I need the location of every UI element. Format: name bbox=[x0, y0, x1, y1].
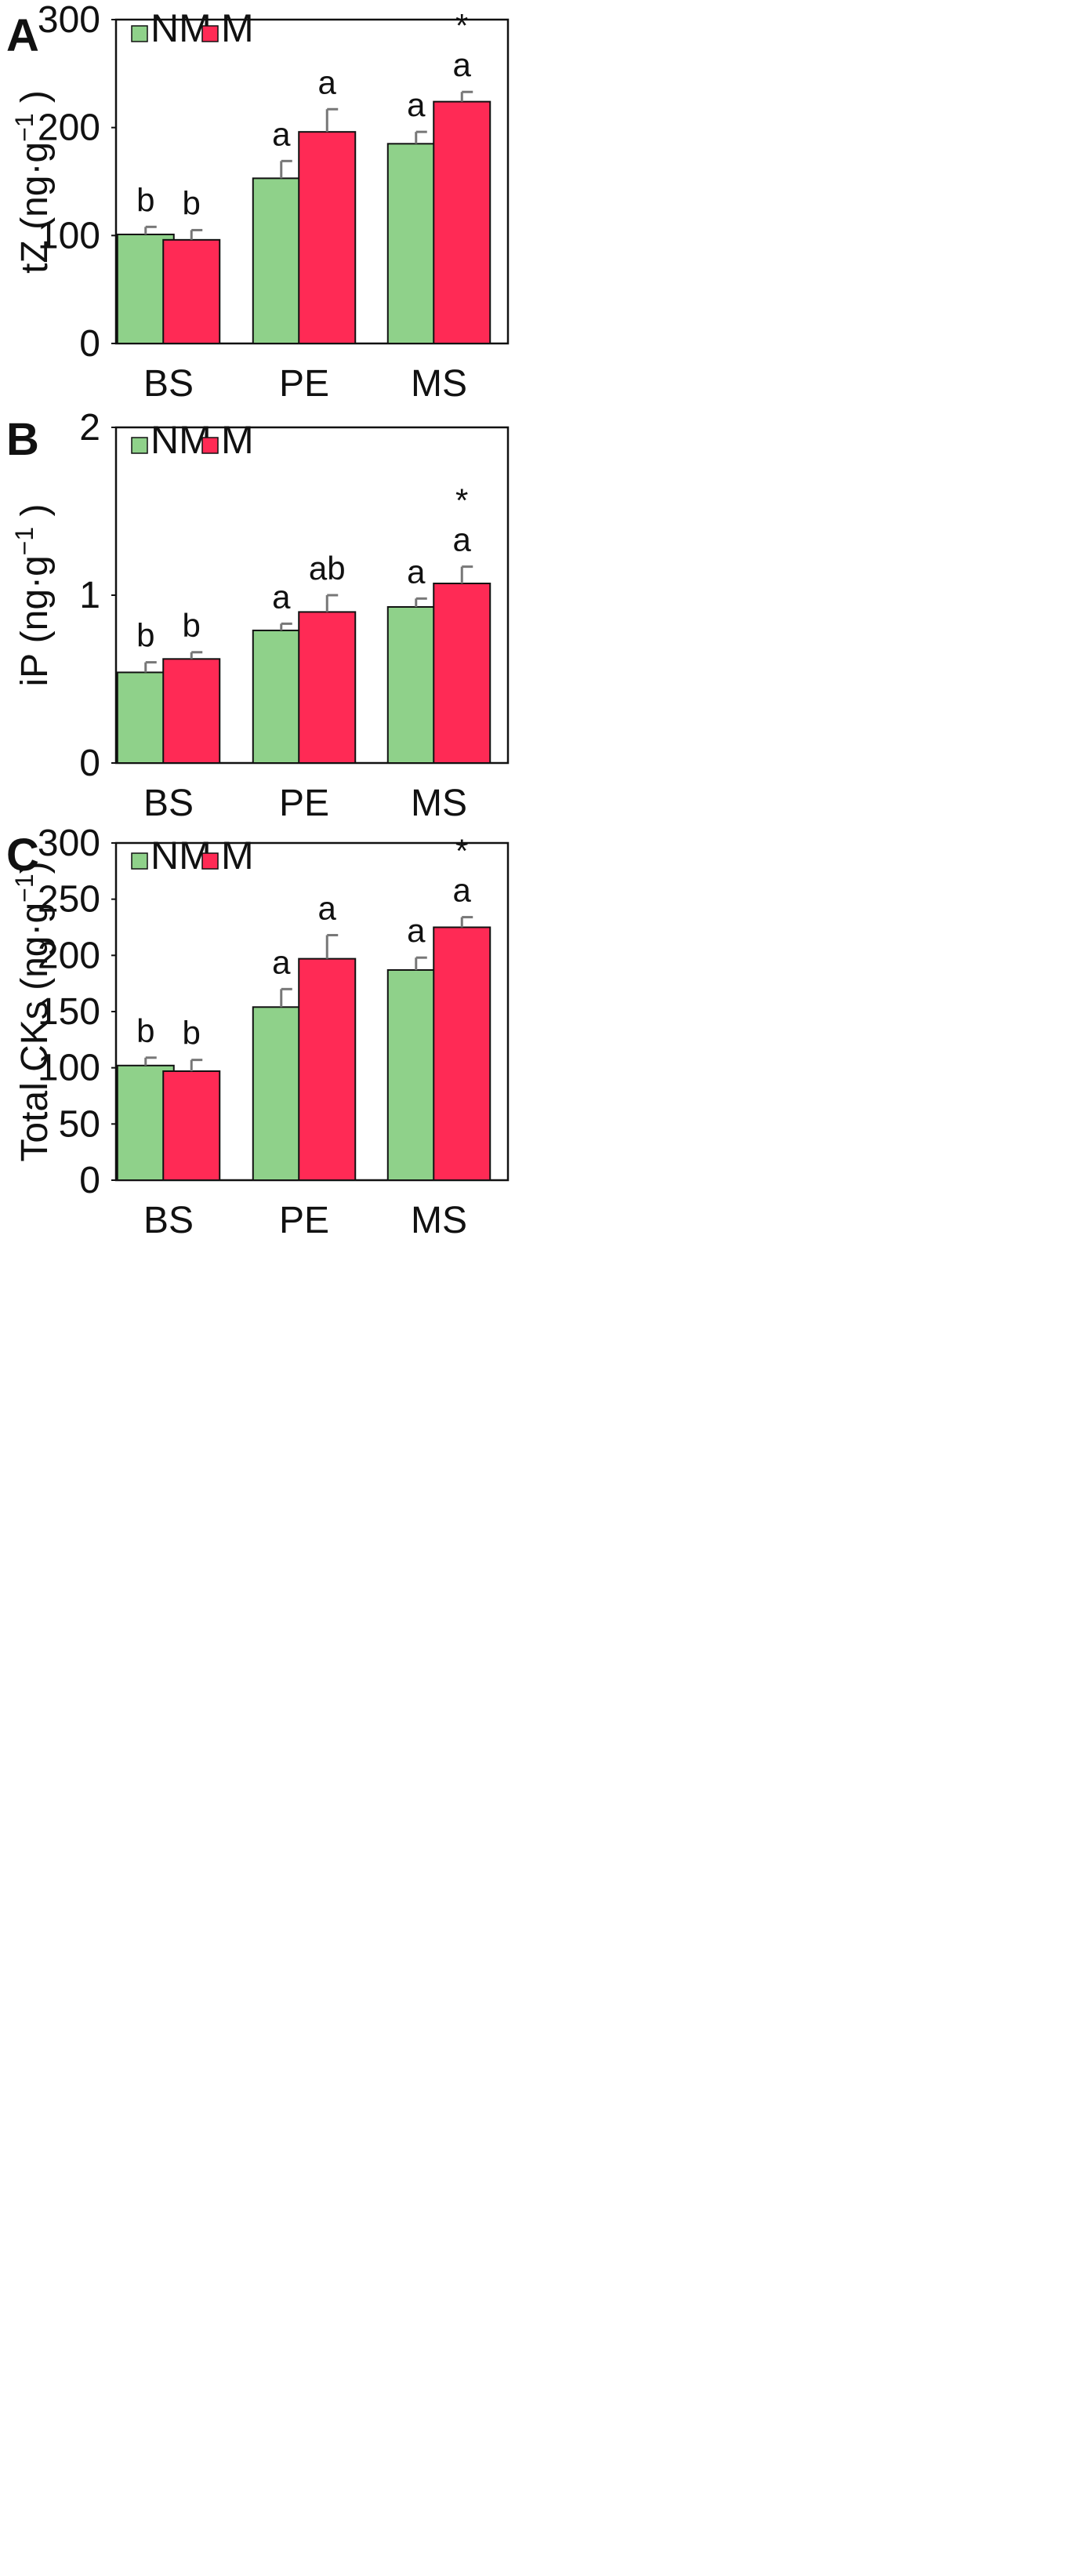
legend-swatch-m bbox=[201, 25, 219, 42]
legend-label-m: M bbox=[221, 6, 254, 50]
significance-letter: b bbox=[136, 1012, 154, 1049]
significance-letter: a bbox=[407, 86, 426, 123]
significance-letter: a bbox=[272, 115, 291, 152]
significance-letter: b bbox=[136, 617, 154, 654]
y-tick-label: 0 bbox=[79, 1160, 100, 1201]
bar-m bbox=[298, 957, 357, 1181]
panel-letter: C bbox=[6, 830, 39, 881]
legend-label-m: M bbox=[221, 834, 254, 877]
significance-letter: b bbox=[183, 607, 201, 644]
significance-star: * bbox=[455, 482, 468, 519]
bar-m bbox=[162, 658, 221, 764]
y-tick-label: 50 bbox=[59, 1103, 100, 1145]
legend-label-nm: NM bbox=[151, 834, 212, 877]
legend: NM M bbox=[131, 418, 254, 462]
significance-letter: a bbox=[318, 64, 337, 100]
significance-letter: b bbox=[183, 1015, 201, 1052]
significance-star: * bbox=[455, 833, 468, 870]
legend-swatch-nm bbox=[131, 25, 148, 42]
y-tick-label: 1 bbox=[79, 575, 100, 616]
y-tick-label: 200 bbox=[38, 107, 100, 149]
legend-swatch-nm bbox=[131, 437, 148, 454]
legend-swatch-m bbox=[201, 852, 219, 870]
bar-m bbox=[298, 611, 357, 765]
y-axis-label: Total CKs (ng·g−1) bbox=[10, 861, 56, 1161]
legend: NM M bbox=[131, 834, 254, 877]
y-tick-label: 2 bbox=[79, 407, 100, 449]
x-category-label: BS bbox=[143, 1200, 194, 1241]
significance-letter: a bbox=[453, 46, 472, 83]
legend-label-nm: NM bbox=[151, 418, 212, 462]
y-axis-label: tZ (ng·g−1 ) bbox=[10, 90, 56, 274]
y-tick-label: 200 bbox=[38, 935, 100, 976]
significance-letter: a bbox=[453, 872, 472, 909]
x-category-label: MS bbox=[411, 1200, 467, 1241]
significance-letter: a bbox=[272, 943, 291, 980]
significance-letter: a bbox=[272, 578, 291, 615]
y-tick-label: 0 bbox=[79, 323, 100, 365]
significance-letter: a bbox=[407, 553, 426, 590]
y-axis-label: iP (ng·g−1 ) bbox=[10, 503, 56, 686]
panel-letter: A bbox=[6, 10, 39, 61]
bar-m bbox=[298, 131, 357, 344]
legend-label-nm: NM bbox=[151, 6, 212, 50]
legend-swatch-m bbox=[201, 437, 219, 454]
x-category-label: MS bbox=[411, 783, 467, 824]
significance-star: * bbox=[455, 7, 468, 44]
x-category-label: PE bbox=[279, 1200, 329, 1241]
x-category-label: MS bbox=[411, 363, 467, 405]
significance-letter: ab bbox=[309, 550, 346, 587]
legend: NM M bbox=[131, 6, 254, 50]
y-tick-label: 250 bbox=[38, 879, 100, 921]
panel-letter: B bbox=[6, 414, 39, 465]
bar-m bbox=[162, 1070, 221, 1182]
y-tick-label: 150 bbox=[38, 991, 100, 1033]
significance-letter: a bbox=[318, 890, 337, 927]
y-tick-label: 300 bbox=[38, 823, 100, 864]
bar-m bbox=[433, 926, 491, 1181]
y-tick-label: 100 bbox=[38, 215, 100, 256]
y-tick-label: 300 bbox=[38, 0, 100, 41]
significance-letter: a bbox=[407, 912, 426, 949]
x-category-label: BS bbox=[143, 783, 194, 824]
y-tick-label: 100 bbox=[38, 1048, 100, 1089]
bar-m bbox=[433, 100, 491, 344]
y-tick-label: 0 bbox=[79, 743, 100, 784]
x-category-label: BS bbox=[143, 363, 194, 405]
x-category-label: PE bbox=[279, 783, 329, 824]
significance-letter: b bbox=[136, 181, 154, 218]
bar-m bbox=[433, 583, 491, 765]
x-category-label: PE bbox=[279, 363, 329, 405]
bar-m bbox=[162, 238, 221, 344]
legend-label-m: M bbox=[221, 418, 254, 462]
legend-swatch-nm bbox=[131, 852, 148, 870]
significance-letter: b bbox=[183, 184, 201, 221]
significance-letter: a bbox=[453, 521, 472, 558]
